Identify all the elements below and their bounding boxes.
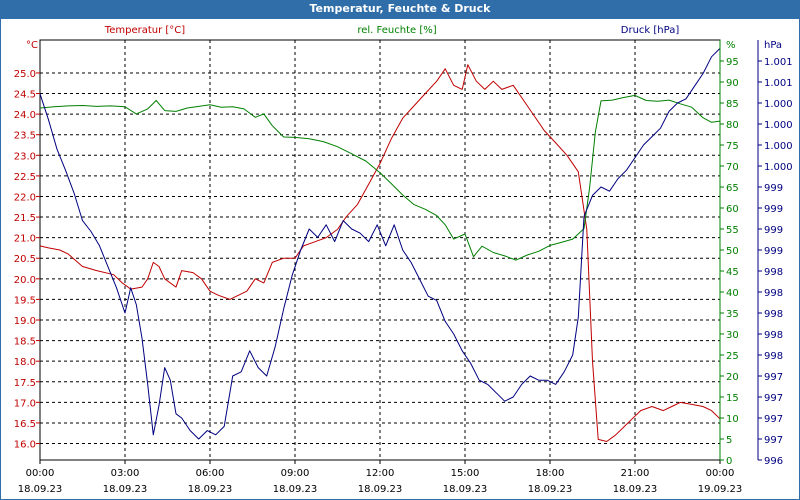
grid <box>39 39 721 461</box>
temperature-tick-label: 17.5 <box>14 378 36 389</box>
window-title: Temperatur, Feuchte & Druck <box>0 0 800 18</box>
pressure-tick-label: 997 <box>764 435 783 446</box>
x-tick-time: 12:00 <box>366 468 395 479</box>
pressure-tick-label: 998 <box>764 330 783 341</box>
humidity-tick-label: 90 <box>726 78 739 89</box>
temperature-tick-label: 24.5 <box>14 90 36 101</box>
series-layer <box>39 48 721 442</box>
humidity-tick-label: 80 <box>726 120 739 131</box>
x-tick-date: 18.09.23 <box>103 484 148 495</box>
x-tick-date: 18.09.23 <box>443 484 488 495</box>
x-tick-date: 19.09.23 <box>698 484 743 495</box>
x-tick-date: 18.09.23 <box>188 484 233 495</box>
pressure-tick-label: 996 <box>764 456 783 467</box>
humidity-tick-label: 25 <box>726 351 739 362</box>
temperature-tick-label: 23.5 <box>14 131 36 142</box>
legend-label-1: rel. Feuchte [%] <box>357 25 436 36</box>
series-line-temperature <box>39 64 721 442</box>
temperature-tick-label: 23.0 <box>14 151 36 162</box>
temperature-tick-label: 21.5 <box>14 213 36 224</box>
x-tick-date: 18.09.23 <box>18 484 63 495</box>
x-tick-date: 18.09.23 <box>528 484 573 495</box>
x-tick-time: 06:00 <box>196 468 225 479</box>
pressure-tick-label: 1.000 <box>764 162 793 173</box>
pressure-tick-label: 999 <box>764 183 783 194</box>
temperature-tick-label: 18.5 <box>14 337 36 348</box>
x-tick-date: 18.09.23 <box>358 484 403 495</box>
temperature-tick-label: 20.0 <box>14 275 36 286</box>
pressure-tick-label: 997 <box>764 414 783 425</box>
temperature-tick-label: 21.0 <box>14 234 36 245</box>
x-tick-time: 18:00 <box>536 468 565 479</box>
temperature-tick-label: 19.0 <box>14 316 36 327</box>
pressure-tick-label: 1.000 <box>764 141 793 152</box>
humidity-tick-label: 30 <box>726 330 739 341</box>
pressure-tick-label: 999 <box>764 225 783 236</box>
humidity-tick-label: 85 <box>726 99 739 110</box>
humidity-tick-label: 5 <box>726 435 732 446</box>
pressure-tick-label: 998 <box>764 267 783 278</box>
x-tick-date: 18.09.23 <box>613 484 658 495</box>
humidity-tick-label: 15 <box>726 393 739 404</box>
temperature-tick-label: 22.5 <box>14 172 36 183</box>
pressure-tick-label: 998 <box>764 309 783 320</box>
pressure-tick-label: 999 <box>764 246 783 257</box>
x-tick-time: 03:00 <box>111 468 140 479</box>
humidity-tick-label: 70 <box>726 162 739 173</box>
temperature-tick-label: 19.5 <box>14 295 36 306</box>
humidity-tick-label: 55 <box>726 225 739 236</box>
legend: Temperatur [°C] rel. Feuchte [%] Druck [hP… <box>104 25 680 36</box>
series-line-humidity <box>39 94 721 261</box>
axes-layer: 00:00 18.09.23 03:00 18.09.23 06:00 18.09.23 0… <box>14 40 793 495</box>
x-tick-time: 00:00 <box>706 468 735 479</box>
temperature-tick-label: 20.5 <box>14 254 36 265</box>
x-tick-time: 09:00 <box>281 468 310 479</box>
humidity-tick-label: 65 <box>726 183 739 194</box>
humidity-tick-label: 20 <box>726 372 739 383</box>
pressure-tick-label: 1.000 <box>764 120 793 131</box>
temperature-tick-label: 18.0 <box>14 357 36 368</box>
legend-label-2: Druck [hPa] <box>621 25 680 36</box>
temperature-tick-label: 17.0 <box>14 398 36 409</box>
humidity-tick-label: 40 <box>726 288 739 299</box>
humidity-tick-label: 45 <box>726 267 739 278</box>
temperature-tick-label: 25.0 <box>14 69 36 80</box>
humidity-tick-label: 60 <box>726 204 739 215</box>
humidity-tick-label: 75 <box>726 141 739 152</box>
pressure-tick-label: 999 <box>764 204 783 215</box>
pressure-tick-label: 1.001 <box>764 57 793 68</box>
humidity-tick-label: 95 <box>726 57 739 68</box>
pressure-unit-label: hPa <box>764 40 782 51</box>
temperature-tick-label: 16.0 <box>14 440 36 451</box>
pressure-tick-label: 997 <box>764 393 783 404</box>
temperature-tick-label: 24.0 <box>14 110 36 121</box>
series-line-pressure <box>39 48 721 440</box>
humidity-tick-label: 10 <box>726 414 739 425</box>
humidity-tick-label: 0 <box>726 456 732 467</box>
x-tick-date: 18.09.23 <box>273 484 318 495</box>
pressure-tick-label: 997 <box>764 372 783 383</box>
pressure-tick-label: 998 <box>764 288 783 299</box>
x-tick-time: 21:00 <box>621 468 650 479</box>
temperature-tick-label: 22.0 <box>14 192 36 203</box>
pressure-tick-label: 998 <box>764 351 783 362</box>
humidity-unit-label: % <box>726 40 736 51</box>
x-tick-time: 00:00 <box>26 468 55 479</box>
x-tick-time: 15:00 <box>451 468 480 479</box>
humidity-tick-label: 50 <box>726 246 739 257</box>
pressure-tick-label: 1.000 <box>764 99 793 110</box>
temperature-tick-label: 16.5 <box>14 419 36 430</box>
temperature-unit-label: °C <box>26 40 38 51</box>
legend-label-0: Temperatur [°C] <box>104 25 185 36</box>
pressure-tick-label: 1.001 <box>764 78 793 89</box>
humidity-tick-label: 35 <box>726 309 739 320</box>
